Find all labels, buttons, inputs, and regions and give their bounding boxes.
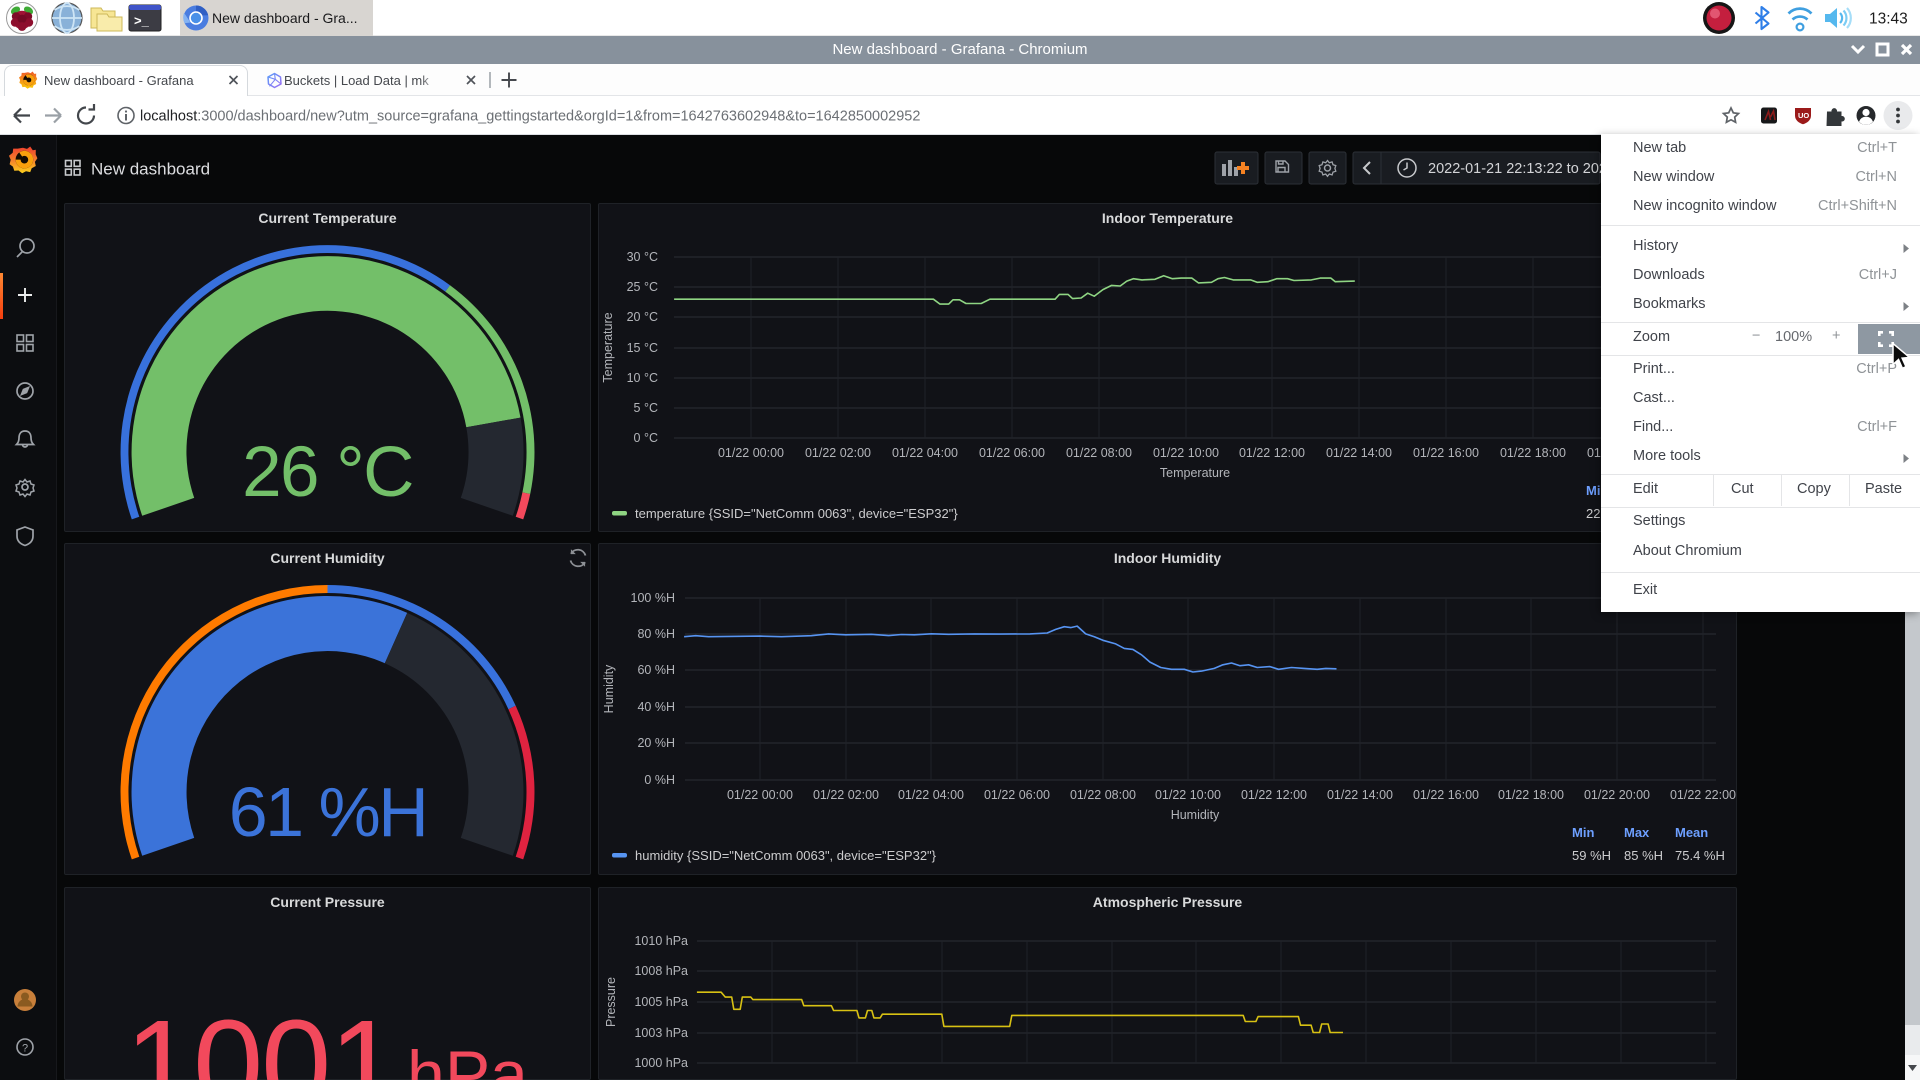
svg-text:01/22 12:00: 01/22 12:00 <box>1241 788 1307 802</box>
svg-text:10 °C: 10 °C <box>627 371 658 385</box>
svg-text:01/22 08:00: 01/22 08:00 <box>1070 788 1136 802</box>
svg-text:Pressure: Pressure <box>604 977 618 1027</box>
svg-text:?: ? <box>22 1043 28 1055</box>
svg-text:01/22 10:00: 01/22 10:00 <box>1155 788 1221 802</box>
svg-text:0 °C: 0 °C <box>634 431 658 445</box>
svg-text:New dashboard - Gra...: New dashboard - Gra... <box>212 10 358 26</box>
svg-text:80 %H: 80 %H <box>637 627 675 641</box>
svg-text:1008 hPa: 1008 hPa <box>634 964 688 978</box>
svg-text:61 %H: 61 %H <box>229 773 427 851</box>
svg-text:New dashboard: New dashboard <box>91 160 210 179</box>
svg-text:5 °C: 5 °C <box>634 401 658 415</box>
svg-text:20 °C: 20 °C <box>627 310 658 324</box>
svg-text:Temperature: Temperature <box>1160 466 1230 480</box>
svg-text:1001: 1001 <box>125 994 397 1080</box>
svg-text:01/22 18:00: 01/22 18:00 <box>1500 446 1566 460</box>
svg-text:Mean: Mean <box>1675 825 1708 840</box>
svg-text:01/22 00:00: 01/22 00:00 <box>718 446 784 460</box>
svg-text:UO: UO <box>1798 111 1809 120</box>
svg-text:humidity {SSID="NetComm 0063",: humidity {SSID="NetComm 0063", device="E… <box>635 848 937 863</box>
svg-text:01/22 00:00: 01/22 00:00 <box>727 788 793 802</box>
svg-text:01/22 16:00: 01/22 16:00 <box>1413 788 1479 802</box>
svg-text:20 %H: 20 %H <box>637 736 675 750</box>
svg-text:01/22 04:00: 01/22 04:00 <box>898 788 964 802</box>
svg-text:30 °C: 30 °C <box>627 250 658 264</box>
svg-text:40 %H: 40 %H <box>637 700 675 714</box>
svg-text:01/22 04:00: 01/22 04:00 <box>892 446 958 460</box>
svg-text:01/22 16:00: 01/22 16:00 <box>1413 446 1479 460</box>
svg-text:01/22 10:00: 01/22 10:00 <box>1153 446 1219 460</box>
svg-text:01/22 06:00: 01/22 06:00 <box>984 788 1050 802</box>
svg-text:Temperature: Temperature <box>601 312 615 382</box>
svg-text:59 %H: 59 %H <box>1572 848 1611 863</box>
svg-text:1000 hPa: 1000 hPa <box>634 1056 688 1070</box>
svg-text:01/22 14:00: 01/22 14:00 <box>1327 788 1393 802</box>
svg-text:01/22 06:00: 01/22 06:00 <box>979 446 1045 460</box>
svg-text:85 %H: 85 %H <box>1624 848 1663 863</box>
svg-text:localhost:3000/dashboard/new?u: localhost:3000/dashboard/new?utm_source=… <box>140 109 920 125</box>
svg-text:01/22 02:00: 01/22 02:00 <box>813 788 879 802</box>
svg-text:hPa: hPa <box>407 1037 528 1080</box>
svg-text:60 %H: 60 %H <box>637 663 675 677</box>
svg-text:2022-01-21 22:13:22 to 2022: 2022-01-21 22:13:22 to 2022 <box>1428 161 1615 177</box>
svg-text:01/22 18:00: 01/22 18:00 <box>1498 788 1564 802</box>
svg-text:25 °C: 25 °C <box>627 280 658 294</box>
svg-text:100 %H: 100 %H <box>631 591 675 605</box>
svg-text:01/22 14:00: 01/22 14:00 <box>1326 446 1392 460</box>
svg-text:1010 hPa: 1010 hPa <box>634 934 688 948</box>
svg-text:01/22 12:00: 01/22 12:00 <box>1239 446 1305 460</box>
svg-text:15 °C: 15 °C <box>627 341 658 355</box>
svg-text:>_: >_ <box>134 13 150 28</box>
svg-text:Min: Min <box>1572 825 1594 840</box>
svg-text:75.4 %H: 75.4 %H <box>1675 848 1725 863</box>
svg-text:temperature {SSID="NetComm 006: temperature {SSID="NetComm 0063", device… <box>635 506 958 521</box>
svg-text:1003 hPa: 1003 hPa <box>634 1026 688 1040</box>
svg-text:Humidity: Humidity <box>1171 808 1220 822</box>
svg-text:01/22 02:00: 01/22 02:00 <box>805 446 871 460</box>
svg-text:0 %H: 0 %H <box>644 773 675 787</box>
svg-text:1005 hPa: 1005 hPa <box>634 995 688 1009</box>
svg-text:Max: Max <box>1624 825 1650 840</box>
svg-text:26 °C: 26 °C <box>242 433 413 512</box>
svg-text:Humidity: Humidity <box>602 664 616 713</box>
svg-text:01/22 22:00: 01/22 22:00 <box>1670 788 1736 802</box>
svg-text:01/22 20:00: 01/22 20:00 <box>1584 788 1650 802</box>
svg-text:01/22 08:00: 01/22 08:00 <box>1066 446 1132 460</box>
svg-text:13:43: 13:43 <box>1869 11 1908 28</box>
